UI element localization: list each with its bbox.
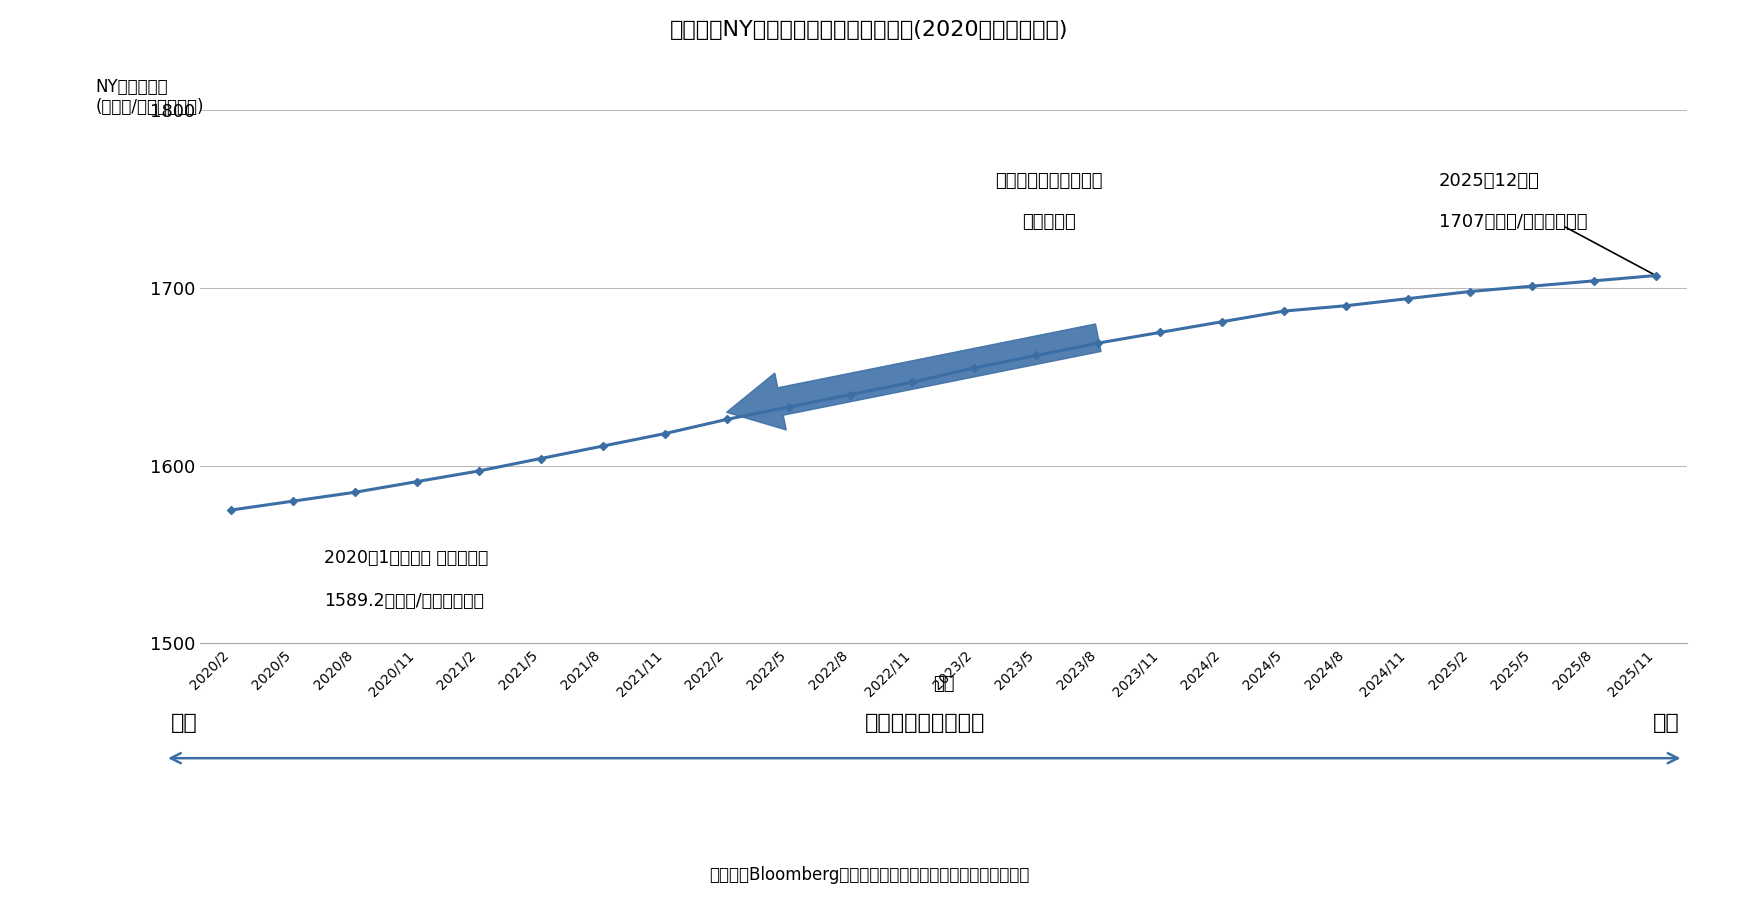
Text: 図表３　NY金先物の限月と価格の関係(2020年１月末時点): 図表３ NY金先物の限月と価格の関係(2020年１月末時点) xyxy=(670,20,1069,40)
Text: 1589.2米ドル/トロイオンス: 1589.2米ドル/トロイオンス xyxy=(323,592,483,609)
Text: （出所）Bloombergのデータをもとにニッセイ基礎研究所作成: （出所）Bloombergのデータをもとにニッセイ基礎研究所作成 xyxy=(710,866,1029,884)
Text: 2020年1月末時点 金現物価格: 2020年1月末時点 金現物価格 xyxy=(323,549,489,567)
Text: 2025年12月限: 2025年12月限 xyxy=(1438,173,1541,190)
Text: 長い: 長い xyxy=(1654,713,1680,733)
Text: 価格は低下: 価格は低下 xyxy=(1023,213,1076,232)
Text: (米ドル/トロイオンス): (米ドル/トロイオンス) xyxy=(96,98,203,117)
Text: NY金先物価格: NY金先物価格 xyxy=(96,78,169,96)
Text: 決済期日が近いほど、: 決済期日が近いほど、 xyxy=(995,173,1103,190)
Text: 1707米ドル/トロイオンス: 1707米ドル/トロイオンス xyxy=(1438,213,1588,232)
Text: 限月: 限月 xyxy=(934,675,955,694)
Text: 決済期日までの期間: 決済期日までの期間 xyxy=(864,713,986,733)
Text: 短い: 短い xyxy=(170,713,197,733)
Polygon shape xyxy=(727,324,1101,430)
